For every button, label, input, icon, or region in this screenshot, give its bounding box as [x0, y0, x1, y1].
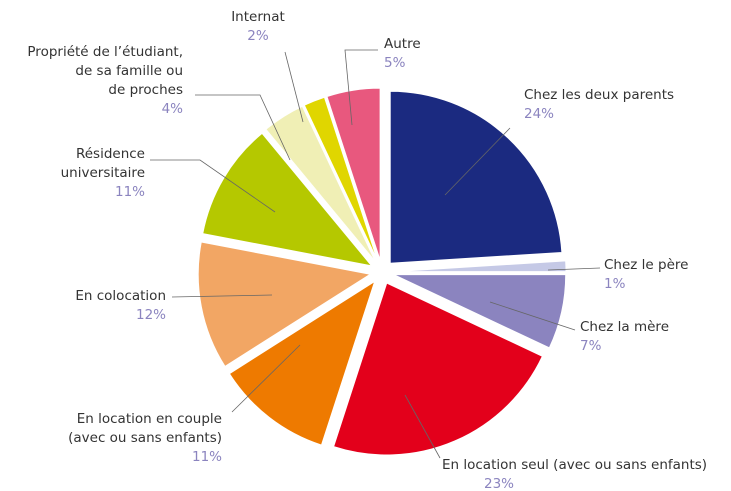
pie-slice: [332, 282, 544, 456]
slice-label: En location en couple (avec ou sans enfa…: [22, 410, 222, 467]
value-label: 12%: [135, 307, 166, 323]
value-label: 11%: [191, 449, 222, 465]
slice-label: Propriété de l’étudiant, de sa famille o…: [0, 43, 183, 119]
value-label: 7%: [580, 338, 602, 354]
category-label: En location en couple (avec ou sans enfa…: [68, 411, 222, 446]
pie-slice: [197, 241, 372, 368]
value-label: 2%: [247, 28, 269, 44]
leader-line: [171, 294, 273, 298]
category-label: Chez le père: [604, 257, 689, 273]
leader-line: [444, 127, 511, 196]
value-label: 23%: [484, 476, 515, 491]
value-label: 24%: [524, 106, 555, 122]
slice-label: Internat 2%: [208, 8, 308, 46]
category-label: En location seul (avec ou sans enfants): [442, 457, 708, 473]
category-label: Internat: [231, 9, 285, 25]
leader-line: [547, 267, 601, 271]
pie-slice: [393, 274, 567, 349]
category-label: Propriété de l’étudiant, de sa famille o…: [27, 44, 183, 98]
category-label: Chez les deux parents: [524, 87, 675, 103]
slice-label: Chez les deux parents 24%: [524, 86, 674, 124]
category-label: En colocation: [75, 288, 166, 304]
slice-label: Autre 5%: [384, 35, 421, 73]
leader-line: [489, 301, 576, 331]
pie-slice: [389, 90, 563, 264]
slice-label: En location seul (avec ou sans enfants) 2…: [442, 456, 707, 491]
value-label: 11%: [114, 184, 145, 200]
pie-slice: [265, 105, 377, 263]
leader-line: [284, 51, 304, 123]
value-label: 5%: [384, 55, 406, 71]
leader-line: [404, 394, 441, 459]
pie-slice: [393, 260, 567, 273]
category-label: Chez la mère: [580, 319, 669, 335]
slice-label: Chez la mère 7%: [580, 318, 669, 356]
category-label: Autre: [384, 36, 421, 52]
leader-line: [344, 49, 378, 126]
category-label: Résidence universitaire: [60, 146, 145, 181]
leader-line: [195, 94, 291, 161]
value-label: 4%: [161, 101, 183, 117]
pie-slice: [326, 87, 381, 261]
slice-label: Résidence universitaire 11%: [0, 145, 145, 202]
leader-line: [231, 344, 301, 413]
value-label: 1%: [604, 276, 626, 292]
pie-slice: [303, 96, 379, 262]
leader-line: [150, 159, 276, 213]
pie-slice: [202, 132, 373, 267]
pie-slice: [228, 280, 376, 446]
slice-label: En colocation 12%: [0, 287, 166, 325]
slice-label: Chez le père 1%: [604, 256, 688, 294]
